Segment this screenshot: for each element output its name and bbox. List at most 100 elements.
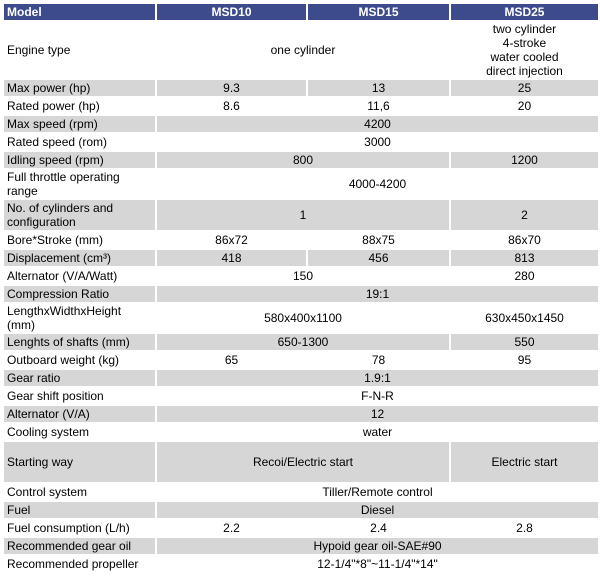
cell-msd10-msd15: one cylinder [157,22,449,78]
cell-all-models: Hypoid gear oil-SAE#90 [157,538,598,554]
row-fuel-consumption: Fuel consumption (L/h) 2.2 2.4 2.8 [4,520,598,536]
header-msd10: MSD10 [157,4,307,20]
cell-msd25: 1200 [450,152,598,168]
cell-msd25: 2 [450,200,598,230]
cell-msd10-msd15: 580x400x1100 [157,304,449,332]
row-label: Max speed (rpm) [4,116,156,132]
row-label: Recommended gear oil [4,538,156,554]
row-label: Displacement (cm³) [4,250,156,266]
row-idling-speed: Idling speed (rpm) 800 1200 [4,152,598,168]
row-max-power: Max power (hp) 9.3 13 25 [4,80,598,96]
row-label: Control system [4,484,156,500]
header-msd15: MSD15 [308,4,449,20]
cell-all-models: 12 [157,406,598,422]
row-label: No. of cylinders and configuration [4,200,156,230]
row-label: Engine type [4,22,156,78]
row-engine-type: Engine type one cylinder two cylinder 4-… [4,22,598,78]
row-gear-shift: Gear shift position F-N-R [4,388,598,404]
row-label: Fuel [4,502,156,518]
cell-msd10: 9.3 [157,80,307,96]
cell-msd10: 86x72 [157,232,307,248]
row-label: Starting way [4,442,156,482]
cell-msd10: 418 [157,250,307,266]
cell-msd10-msd15: 150 [157,268,449,284]
cell-all-models: 3000 [157,134,598,150]
cell-msd15: 88x75 [308,232,449,248]
cell-msd25: 630x450x1450 [450,304,598,332]
row-label: Bore*Stroke (mm) [4,232,156,248]
cell-all-models: F-N-R [157,388,598,404]
row-label: Rated speed (rom) [4,134,156,150]
cell-msd25: 550 [450,334,598,350]
cell-all-models: 12-1/4"*8"~11-1/4"*14" [157,556,598,572]
cell-msd25: 95 [450,352,598,368]
row-label: Outboard weight (kg) [4,352,156,368]
cell-msd15: 2.4 [308,520,449,536]
cell-msd25: 2.8 [450,520,598,536]
cell-msd10-msd15: 650-1300 [157,334,449,350]
row-cylinders: No. of cylinders and configuration 1 2 [4,200,598,230]
row-label: Lenghts of shafts (mm) [4,334,156,350]
header-model: Model [4,4,156,20]
cell-msd25: 813 [450,250,598,266]
row-gear-oil: Recommended gear oil Hypoid gear oil-SAE… [4,538,598,554]
cell-msd25: two cylinder 4-stroke water cooled direc… [450,22,598,78]
row-fuel: Fuel Diesel [4,502,598,518]
cell-msd25: Electric start [450,442,598,482]
row-label: Rated power (hp) [4,98,156,114]
cell-all-models: Tiller/Remote control [157,484,598,500]
row-label: Max power (hp) [4,80,156,96]
cell-msd10-msd15: 800 [157,152,449,168]
row-label: Alternator (V/A/Watt) [4,268,156,284]
cell-all-models: water [157,424,598,440]
row-compression: Compression Ratio 19:1 [4,286,598,302]
row-alternator-va: Alternator (V/A) 12 [4,406,598,422]
row-shaft-length: Lenghts of shafts (mm) 650-1300 550 [4,334,598,350]
row-cooling: Cooling system water [4,424,598,440]
row-full-throttle: Full throttle operating range 4000-4200 [4,170,598,198]
table-header-row: Model MSD10 MSD15 MSD25 [4,4,598,20]
cell-msd10: 8.6 [157,98,307,114]
row-label: Idling speed (rpm) [4,152,156,168]
cell-msd10: 65 [157,352,307,368]
cell-msd10-msd15: Recoi/Electric start [157,442,449,482]
cell-msd15: 456 [308,250,449,266]
row-label: Alternator (V/A) [4,406,156,422]
cell-all-models: 1.9:1 [157,370,598,386]
row-max-speed: Max speed (rpm) 4200 [4,116,598,132]
cell-msd25: 20 [450,98,598,114]
cell-msd25: 280 [450,268,598,284]
cell-all-models: Diesel [157,502,598,518]
row-label: Full throttle operating range [4,170,156,198]
row-label: Fuel consumption (L/h) [4,520,156,536]
cell-all-models: 19:1 [157,286,598,302]
header-msd25: MSD25 [450,4,598,20]
row-label: Cooling system [4,424,156,440]
cell-msd15: 13 [308,80,449,96]
cell-msd10-msd15: 1 [157,200,449,230]
cell-msd10: 2.2 [157,520,307,536]
cell-all-models: 4000-4200 [157,170,598,198]
cell-msd25: 25 [450,80,598,96]
row-label: Gear ratio [4,370,156,386]
row-label: Recommended propeller [4,556,156,572]
cell-msd15: 78 [308,352,449,368]
cell-msd25: 86x70 [450,232,598,248]
row-alternator-vaw: Alternator (V/A/Watt) 150 280 [4,268,598,284]
row-control: Control system Tiller/Remote control [4,484,598,500]
row-gear-ratio: Gear ratio 1.9:1 [4,370,598,386]
row-label: Compression Ratio [4,286,156,302]
row-rated-power: Rated power (hp) 8.6 11,6 20 [4,98,598,114]
row-weight: Outboard weight (kg) 65 78 95 [4,352,598,368]
row-dimensions: LengthxWidthxHeight (mm) 580x400x1100 63… [4,304,598,332]
cell-msd15: 11,6 [308,98,449,114]
row-label: LengthxWidthxHeight (mm) [4,304,156,332]
row-starting: Starting way Recoi/Electric start Electr… [4,442,598,482]
cell-all-models: 4200 [157,116,598,132]
row-label: Gear shift position [4,388,156,404]
row-propeller: Recommended propeller 12-1/4"*8"~11-1/4"… [4,556,598,572]
row-bore-stroke: Bore*Stroke (mm) 86x72 88x75 86x70 [4,232,598,248]
row-rated-speed: Rated speed (rom) 3000 [4,134,598,150]
row-displacement: Displacement (cm³) 418 456 813 [4,250,598,266]
